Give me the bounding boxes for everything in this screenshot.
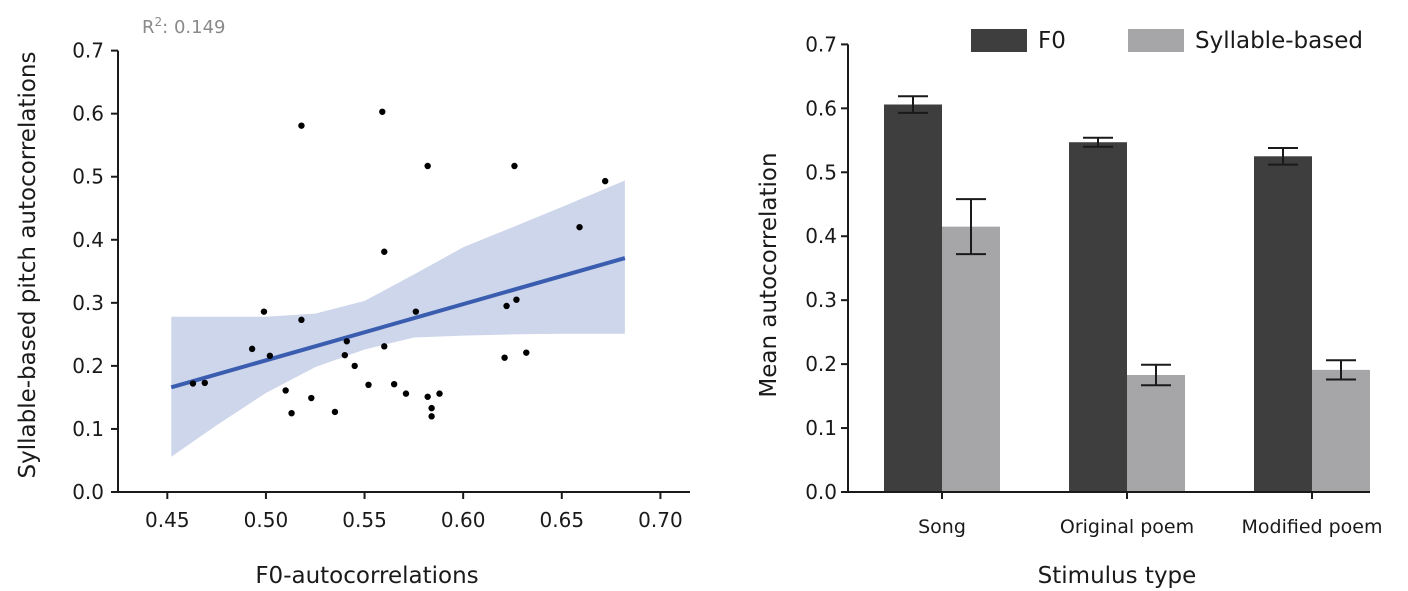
scatter-x-ticks: 0.45 0.50 0.55 0.60 0.65 0.70 [145, 492, 683, 532]
scatter-point [189, 380, 197, 387]
x-tick-label: 0.65 [540, 508, 585, 532]
scatter-y-axis-label: Syllable-based pitch autocorrelations [15, 52, 41, 479]
y-tick-label: 0.7 [805, 32, 837, 56]
y-tick-label: 0.5 [72, 165, 104, 189]
scatter-point [266, 352, 274, 359]
scatter-point [501, 354, 508, 361]
scatter-point [282, 387, 289, 394]
x-tick-label: 0.45 [145, 508, 190, 532]
scatter-point [201, 379, 208, 387]
scatter-chart: 0.0 0.1 0.2 0.3 0.4 0.5 0.6 0.7 0.45 0.50 0.55 0.6… [15, 15, 690, 589]
legend-label-syllable: Syllable-based [1195, 28, 1363, 54]
y-tick-label: 0.3 [72, 291, 104, 315]
scatter-point [365, 381, 372, 389]
y-tick-label: 0.1 [72, 417, 104, 441]
bar-y-ticks: 0.0 0.1 0.2 0.3 0.4 0.5 0.6 0.7 [805, 32, 848, 504]
scatter-point [341, 351, 349, 359]
y-tick-label: 0.6 [805, 96, 837, 120]
y-tick-label: 0.4 [805, 224, 837, 248]
bar-chart: 0.0 0.1 0.2 0.3 0.4 0.5 0.6 0.7 Song Original po… [756, 28, 1383, 589]
scatter-point [576, 223, 583, 231]
y-tick-label: 0.4 [72, 228, 104, 252]
y-tick-label: 0.3 [805, 288, 837, 312]
scatter-point [351, 362, 358, 370]
y-tick-label: 0.6 [72, 102, 104, 126]
bar [1254, 156, 1312, 492]
regression-line [170, 256, 626, 390]
r-squared-annotation: R2: 0.149 [142, 15, 225, 38]
category-label: Original poem [1060, 516, 1194, 538]
category-label: Song [918, 516, 966, 538]
category-label: Modified poem [1242, 516, 1383, 538]
scatter-point [412, 308, 420, 315]
scatter-x-axis-label: F0-autocorrelations [255, 563, 478, 589]
x-tick-label: 0.70 [638, 508, 683, 532]
scatter-points [189, 108, 609, 420]
scatter-point [436, 390, 443, 397]
bars [884, 104, 1370, 493]
scatter-point [343, 338, 350, 345]
bar [1312, 369, 1370, 492]
scatter-point [248, 345, 256, 353]
y-tick-label: 0.2 [72, 354, 104, 378]
scatter-point [298, 316, 305, 324]
scatter-point [424, 393, 431, 400]
scatter-point [260, 308, 268, 315]
scatter-point [379, 108, 386, 115]
scatter-point [402, 390, 410, 397]
scatter-point [428, 413, 435, 420]
scatter-point [288, 409, 295, 417]
y-tick-label: 0.0 [805, 480, 837, 504]
x-tick-label: 0.50 [244, 508, 289, 532]
y-tick-label: 0.7 [72, 39, 104, 63]
scatter-point [381, 343, 388, 350]
scatter-point [523, 349, 530, 356]
y-tick-label: 0.1 [805, 416, 837, 440]
scatter-point [308, 394, 315, 402]
scatter-point [511, 162, 518, 170]
scatter-point [331, 408, 339, 416]
scatter-point [428, 404, 435, 412]
y-tick-label: 0.5 [805, 160, 837, 184]
scatter-point [503, 302, 510, 310]
y-tick-label: 0.0 [72, 480, 104, 504]
bar-category-labels: Song Original poem Modified poem [918, 492, 1383, 538]
bar [1127, 374, 1185, 492]
x-tick-label: 0.55 [342, 508, 387, 532]
scatter-point [601, 177, 609, 185]
bar-y-axis-label: Mean autocorrelation [756, 152, 782, 397]
scatter-point [513, 296, 520, 303]
bar [884, 104, 942, 493]
bar-x-axis-label: Stimulus type [1038, 563, 1197, 589]
scatter-y-ticks: 0.0 0.1 0.2 0.3 0.4 0.5 0.6 0.7 [72, 39, 118, 504]
bar [942, 226, 1000, 493]
legend: F0 Syllable-based [971, 28, 1363, 54]
x-tick-label: 0.60 [441, 508, 486, 532]
bar [1069, 142, 1127, 493]
legend-swatch-f0 [971, 29, 1027, 52]
scatter-point [390, 380, 398, 388]
scatter-point [381, 248, 388, 255]
legend-label-f0: F0 [1038, 28, 1066, 54]
scatter-point [424, 162, 431, 170]
confidence-band [171, 180, 625, 457]
legend-swatch-syllable [1128, 29, 1184, 52]
error-bars [898, 95, 1356, 387]
scatter-point [298, 122, 305, 129]
y-tick-label: 0.2 [805, 352, 837, 376]
